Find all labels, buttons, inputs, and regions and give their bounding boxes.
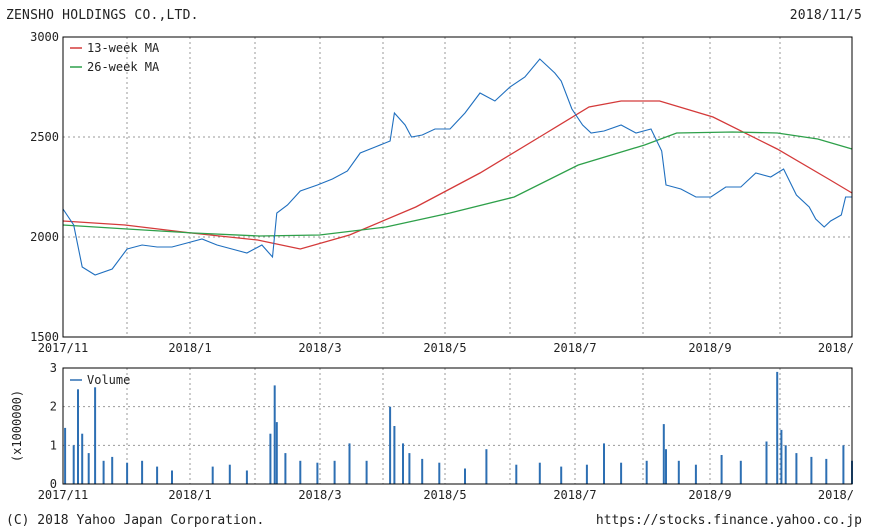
volume-legend: Volume: [70, 373, 130, 387]
volume-bar: [603, 443, 605, 484]
volume-bar: [275, 422, 278, 484]
volume-bar: [284, 453, 287, 484]
volume-bar: [538, 462, 541, 484]
volume-y-ticks: 3 2 1 0: [50, 361, 57, 491]
volume-bar: [72, 445, 75, 484]
volume-bar: [585, 464, 588, 484]
volume-y-tick-label: 0: [50, 477, 57, 491]
price-series-group: [62, 58, 853, 276]
volume-bar: [171, 470, 173, 484]
volume-bar: [333, 460, 336, 484]
volume-bar: [156, 466, 159, 484]
price-x-tick-label: 2017/11: [38, 341, 89, 355]
volume-y-tick-label: 1: [50, 438, 57, 452]
volume-bar: [694, 464, 697, 484]
price-x-tick-label: 2018/: [818, 341, 854, 355]
legend-label: 13-week MA: [87, 41, 160, 55]
volume-bar: [77, 389, 79, 484]
price-x-tick-label: 2018/5: [423, 341, 466, 355]
volume-bar: [64, 427, 67, 484]
volume-bar: [665, 449, 667, 484]
volume-x-tick-label: 2018/5: [423, 488, 466, 502]
volume-bar: [102, 460, 105, 484]
volume-bar: [365, 460, 368, 484]
volume-bar: [464, 468, 466, 484]
volume-plot-frame: [62, 367, 853, 485]
volume-x-tick-label: 2018/: [818, 488, 854, 502]
volume-bar: [765, 441, 768, 484]
ma26-line: [62, 131, 853, 237]
volume-bar: [720, 455, 723, 484]
volume-y-tick-label: 2: [50, 400, 57, 414]
volume-x-tick-label: 2018/3: [298, 488, 341, 502]
volume-bar: [211, 466, 214, 484]
volume-bar: [111, 456, 114, 484]
volume-bar: [662, 424, 665, 484]
price-x-tick-label: 2018/9: [688, 341, 731, 355]
price-x-tick-label: 2018/1: [168, 341, 211, 355]
volume-bar: [645, 460, 648, 484]
price-legend: 13-week MA 26-week MA: [70, 41, 160, 74]
volume-x-tick-label: 2017/11: [38, 488, 89, 502]
price-y-tick-label: 2000: [30, 230, 59, 244]
volume-bar: [269, 433, 272, 484]
price-x-ticks: 2017/11 2018/1 2018/3 2018/5 2018/7 2018/9 201…: [38, 341, 854, 355]
volume-bar: [389, 406, 392, 484]
volume-bar: [810, 456, 813, 484]
volume-bar: [273, 385, 276, 484]
volume-bar: [784, 445, 787, 484]
volume-bar: [245, 470, 248, 484]
ma13-line: [62, 100, 853, 250]
volume-bar: [780, 429, 783, 484]
volume-x-ticks: 2017/11 2018/1 2018/3 2018/5 2018/7 2018/9 201…: [38, 488, 854, 502]
volume-bar: [408, 453, 411, 484]
company-name: ZENSHO HOLDINGS CO.,LTD.: [6, 8, 199, 23]
legend-label: 26-week MA: [87, 60, 160, 74]
chart-date: 2018/11/5: [789, 8, 862, 23]
price-grid: [63, 37, 852, 337]
volume-bar: [348, 443, 351, 484]
volume-bar: [739, 460, 742, 484]
volume-bar: [316, 462, 319, 484]
volume-x-tick-label: 2018/7: [553, 488, 596, 502]
volume-bar: [825, 458, 828, 484]
volume-x-tick-label: 2018/1: [168, 488, 211, 502]
volume-bar: [515, 464, 518, 484]
volume-bar: [560, 466, 563, 484]
volume-bar: [94, 387, 97, 484]
volume-bar: [842, 445, 845, 484]
volume-bar: [81, 433, 84, 484]
price-plot-frame: [62, 36, 853, 338]
price-line: [62, 58, 852, 276]
volume-bar: [421, 458, 424, 484]
price-y-ticks: 3000 2500 2000 1500: [30, 30, 59, 344]
source-link[interactable]: https://stocks.finance.yahoo.co.jp: [595, 513, 862, 528]
volume-x-tick-label: 2018/9: [688, 488, 731, 502]
volume-bar: [620, 462, 623, 484]
legend-label: Volume: [87, 373, 130, 387]
copyright-text: (C) 2018 Yahoo Japan Corporation.: [6, 513, 265, 528]
volume-bar: [299, 460, 302, 484]
price-y-tick-label: 2500: [30, 130, 59, 144]
volume-bar: [87, 453, 90, 484]
volume-grid: [63, 368, 852, 484]
volume-bar: [393, 426, 396, 484]
price-x-tick-label: 2018/3: [298, 341, 341, 355]
volume-bar: [141, 460, 144, 484]
volume-bar: [228, 464, 231, 484]
price-y-tick-label: 3000: [30, 30, 59, 44]
price-x-tick-label: 2018/7: [553, 341, 596, 355]
volume-bars: [64, 371, 853, 484]
volume-bar: [126, 462, 129, 484]
volume-bar: [438, 462, 441, 484]
volume-bar: [402, 443, 404, 484]
volume-y-tick-label: 3: [50, 361, 57, 375]
volume-bar: [776, 371, 779, 484]
volume-bar: [677, 460, 680, 484]
price-y-tick-label: 1500: [30, 330, 59, 344]
volume-bar: [485, 449, 488, 484]
volume-y-axis-label: (x1000000): [10, 390, 24, 462]
volume-bar: [795, 453, 798, 484]
